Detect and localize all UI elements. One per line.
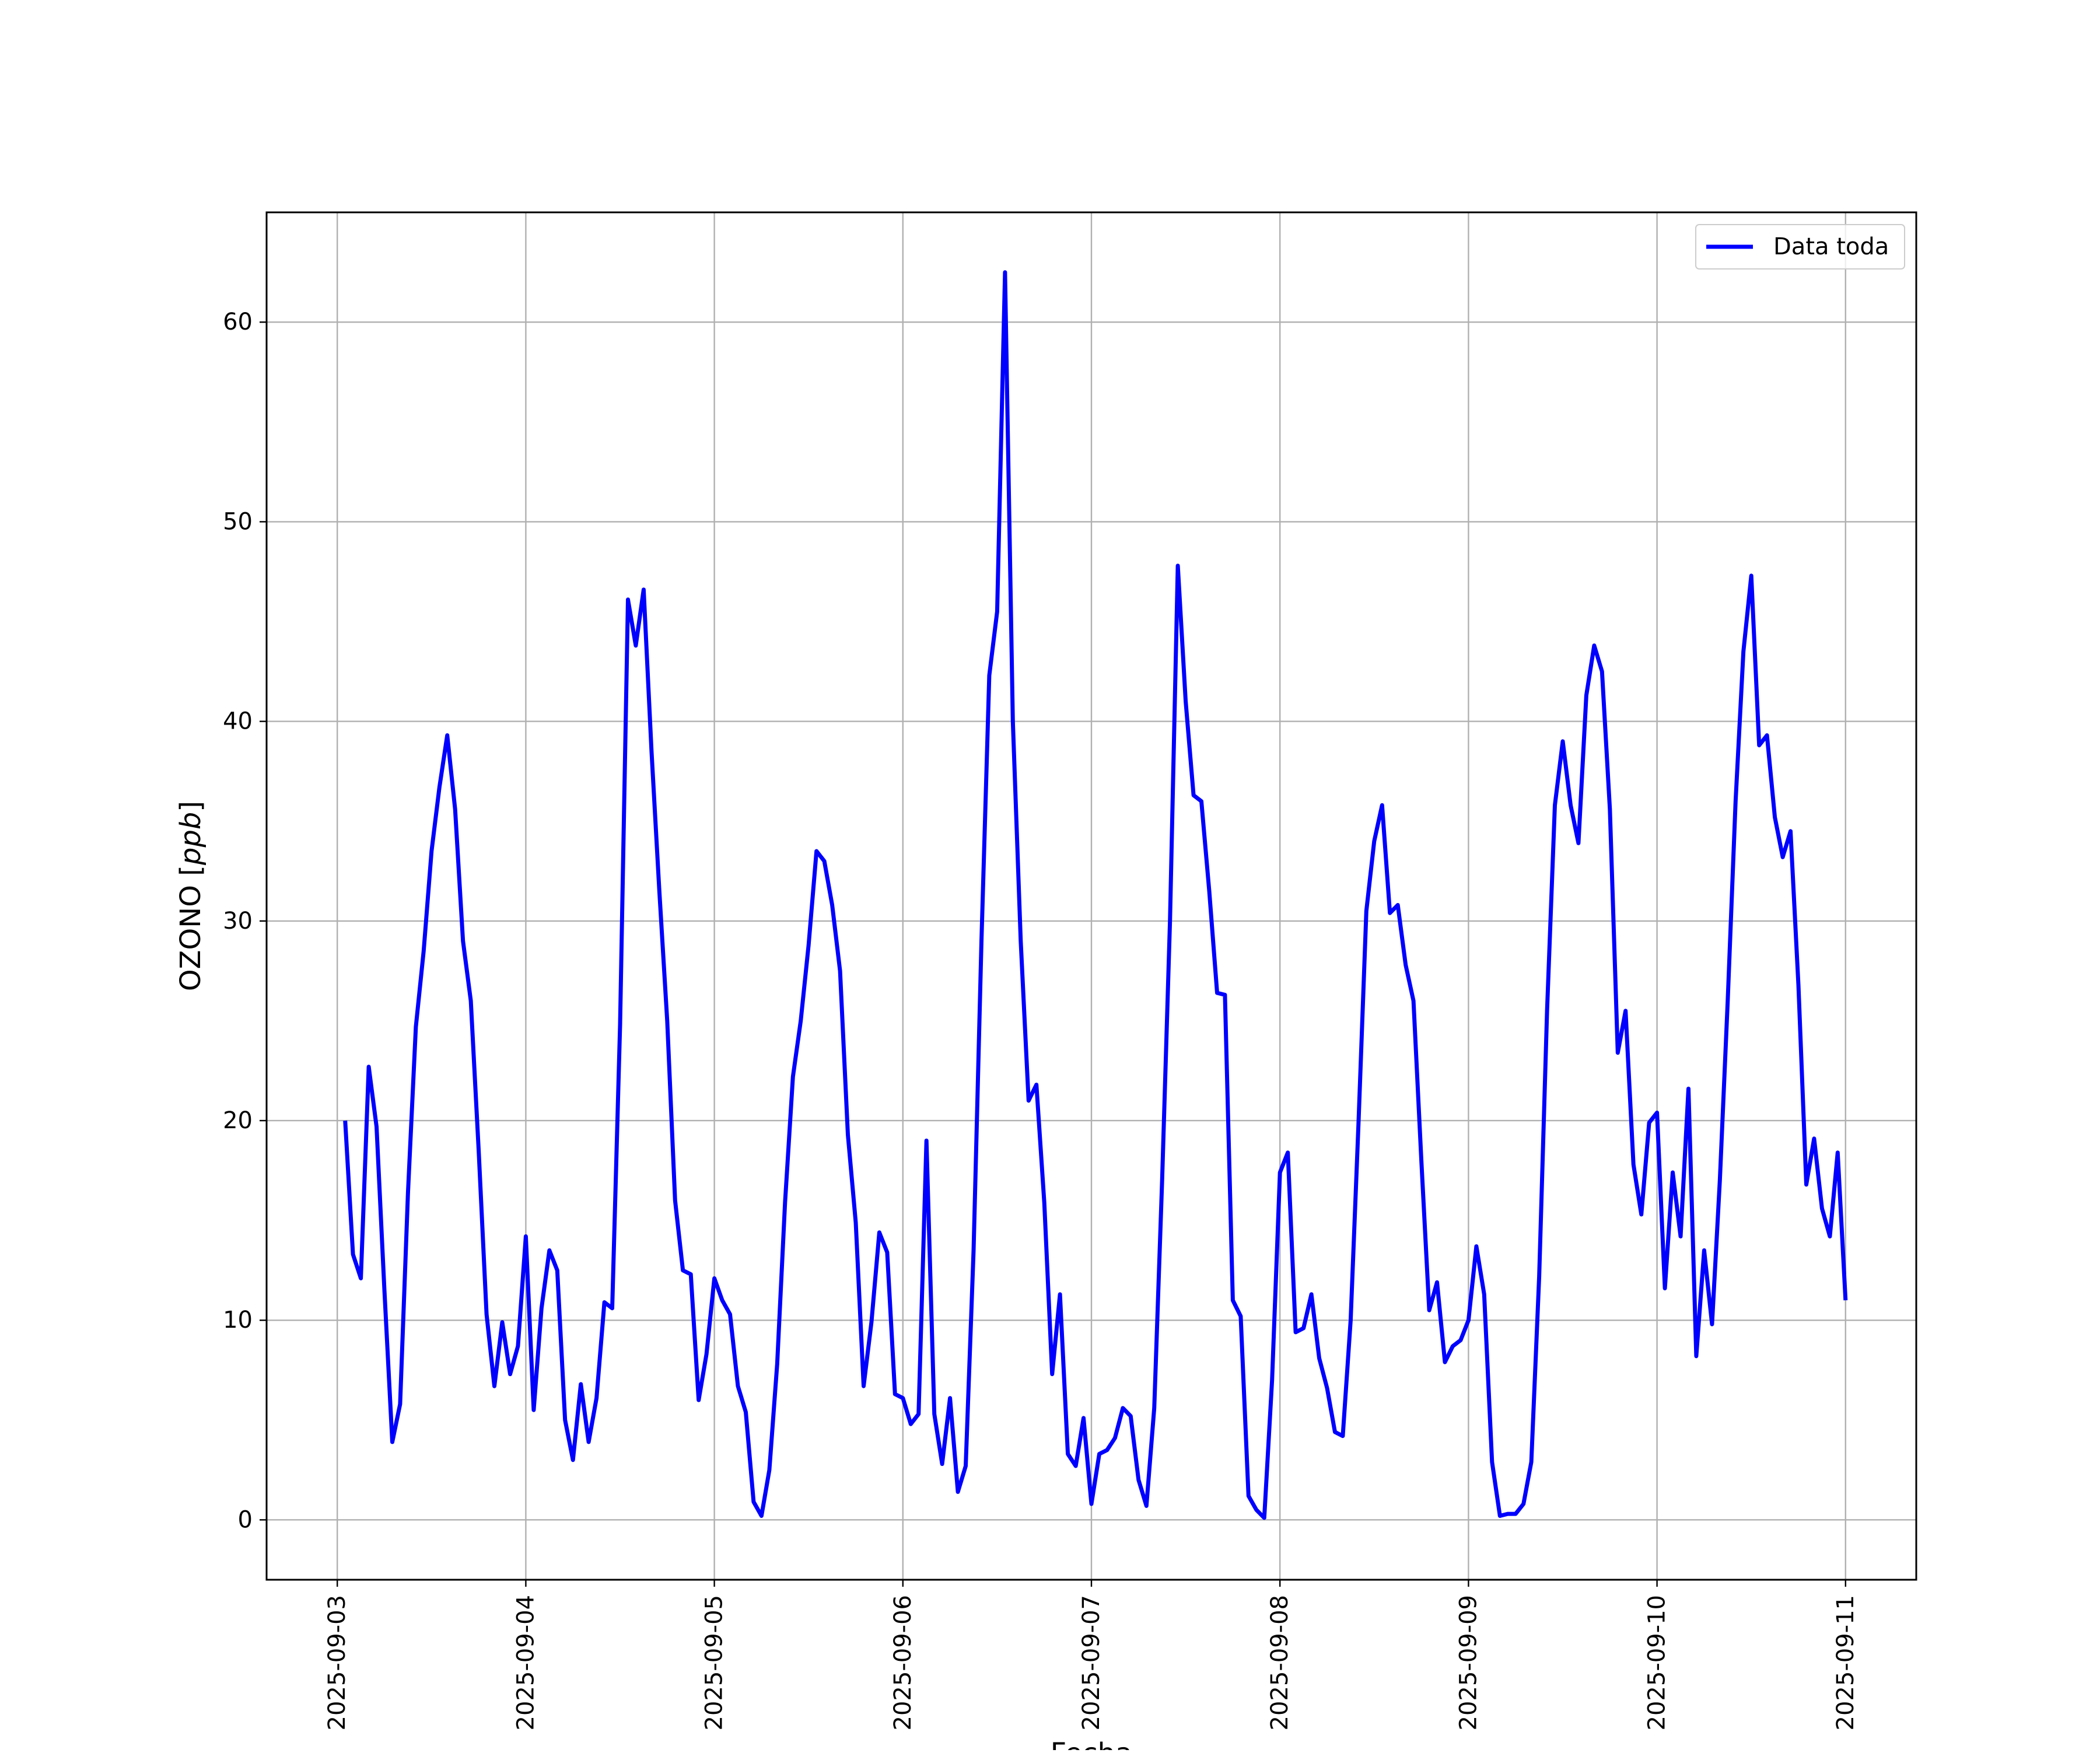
x-tick-label: 2025-09-09	[1455, 1595, 1482, 1730]
x-tick-label: 2025-09-08	[1266, 1595, 1293, 1730]
y-axis-label-unit: ppb	[174, 812, 207, 866]
y-tick-label: 50	[223, 508, 253, 535]
y-tick-label: 30	[223, 908, 253, 935]
y-tick-label: 40	[223, 708, 253, 735]
series-layer	[343, 270, 1848, 1520]
x-tick-label: 2025-09-03	[324, 1595, 351, 1730]
y-tick-label: 0	[238, 1506, 253, 1533]
x-tick-label: 2025-09-04	[512, 1595, 539, 1730]
y-axis-label-suffix: ]	[174, 801, 207, 812]
x-axis-label: Fecha	[1051, 1737, 1133, 1750]
y-tick-label: 60	[223, 309, 253, 335]
y-axis-label-prefix: OZONO [	[174, 865, 207, 991]
x-tick-label: 2025-09-06	[890, 1595, 916, 1730]
legend: Data toda	[1695, 224, 1905, 270]
series-line	[343, 270, 1848, 1520]
x-tick-label: 2025-09-07	[1078, 1595, 1105, 1730]
y-tick-label: 20	[223, 1107, 253, 1134]
y-tick-label: 10	[223, 1307, 253, 1334]
x-tick-label: 2025-09-10	[1644, 1595, 1671, 1730]
ticks: 2025-09-03 2025-09-04 2025-09-05 2025-09-06…	[223, 309, 1859, 1730]
grid	[267, 212, 1916, 1580]
x-tick-label: 2025-09-05	[701, 1595, 728, 1730]
legend-label: Data toda	[1773, 233, 1889, 260]
legend-box	[1695, 224, 1905, 270]
x-tick-label: 2025-09-11	[1832, 1595, 1859, 1730]
y-axis-label: OZONO [ppb]	[174, 801, 207, 991]
